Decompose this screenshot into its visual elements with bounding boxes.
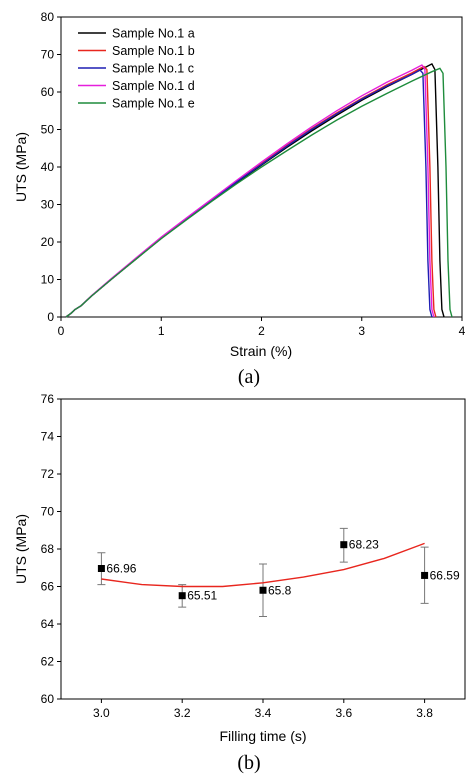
chart-a-y-tick-label-3: 30 (41, 198, 55, 212)
chart-b-points: 66.96 65.51 65.8 68.23 66.59 (97, 538, 460, 603)
chart-b-x-tick-label-0: 3.0 (93, 706, 110, 720)
chart-a-y-axis-label: UTS (MPa) (13, 132, 29, 202)
chart-a-x-tick-label-0: 0 (58, 324, 65, 338)
chart-a-y-tick-label-0: 0 (47, 310, 54, 324)
chart-b-y-tick-label-4: 68 (41, 542, 55, 556)
chart-b-y-tick-label-8: 76 (41, 392, 55, 406)
data-point-2 (259, 586, 267, 594)
chart-b-error-bars (97, 527, 429, 617)
chart-a-x-axis-label: Strain (%) (230, 343, 292, 359)
chart-b-x-tick-label-1: 3.2 (174, 706, 191, 720)
data-label-4: 66.59 (430, 568, 460, 582)
legend-label-1: Sample No.1 b (112, 44, 195, 58)
chart-a-legend: Sample No.1 a Sample No.1 b Sample No.1 c S… (78, 27, 195, 111)
chart-a-panel-label: (a) (238, 366, 260, 388)
chart-a-x-tick-label-1: 1 (158, 324, 165, 338)
chart-b-ticks: 3.0 3.2 3.4 3.6 3.8 60 62 64 66 68 70 72 74 76 (41, 392, 434, 720)
chart-a-y-tick-label-6: 60 (41, 85, 55, 99)
data-label-1: 65.51 (187, 589, 217, 603)
chart-a-x-tick-label-2: 2 (258, 324, 265, 338)
chart-b-panel-label: (b) (237, 752, 260, 774)
chart-b-x-tick-label-3: 3.6 (335, 706, 352, 720)
chart-b-fit (101, 542, 425, 588)
legend-label-2: Sample No.1 c (112, 62, 194, 76)
chart-b-y-tick-label-7: 74 (41, 430, 55, 444)
chart-b-y-axis-label: UTS (MPa) (13, 514, 29, 584)
chart-b-y-tick-label-5: 70 (41, 505, 55, 519)
data-label-2: 65.8 (268, 583, 292, 597)
chart-a-y-tick-label-1: 10 (41, 273, 55, 287)
chart-a-x-tick-label-4: 4 (459, 324, 466, 338)
chart-b-y-tick-label-6: 72 (41, 467, 55, 481)
data-point-3 (340, 541, 348, 549)
chart-a-x-tick-label-3: 3 (358, 324, 365, 338)
chart-a-y-tick-label-4: 40 (41, 160, 55, 174)
chart-b-y-tick-label-3: 66 (41, 580, 55, 594)
chart-a-y-tick-label-8: 80 (41, 10, 55, 24)
data-point-0 (97, 565, 105, 572)
series-line-4 (65, 67, 453, 318)
chart-a-y-tick-label-7: 70 (41, 48, 55, 62)
chart-b-y-tick-label-0: 60 (41, 692, 55, 706)
chart-b-y-tick-label-1: 62 (41, 655, 55, 669)
data-point-4 (421, 571, 429, 579)
chart-a-y-tick-label-2: 20 (41, 235, 55, 249)
fit-curve (101, 542, 425, 588)
chart-b-y-tick-label-2: 64 (41, 617, 55, 631)
chart-b-x-tick-label-4: 3.8 (416, 706, 433, 720)
chart-b-x-axis-label: Filling time (s) (219, 728, 306, 744)
chart-a-series (65, 62, 453, 318)
chart-b-plot-frame (60, 398, 466, 700)
chart-a-y-tick-label-5: 50 (41, 123, 55, 137)
legend-label-4: Sample No.1 e (112, 97, 195, 111)
chart-b-x-tick-label-2: 3.4 (255, 706, 272, 720)
legend-label-3: Sample No.1 d (112, 79, 195, 93)
data-label-0: 66.96 (106, 562, 136, 576)
data-label-3: 68.23 (349, 538, 379, 552)
data-point-1 (178, 592, 186, 600)
legend-label-0: Sample No.1 a (112, 27, 195, 41)
